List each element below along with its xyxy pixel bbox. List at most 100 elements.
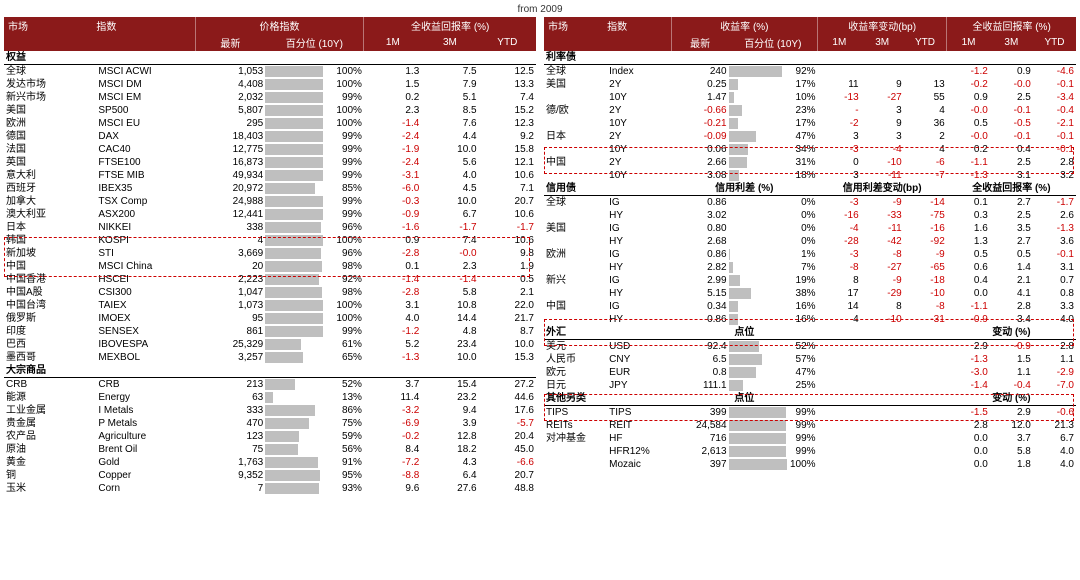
percentile-cell: 0%	[729, 209, 818, 222]
data-row: 原油Brent Oil7556%8.418.245.0	[4, 443, 536, 456]
cell: 10.6	[479, 208, 536, 221]
index: IG	[607, 274, 671, 287]
percentile-cell: 93%	[265, 482, 364, 495]
index: 2Y	[607, 78, 671, 91]
market	[544, 287, 607, 300]
market: 全球	[544, 196, 607, 210]
index: SP500	[96, 104, 195, 117]
data-row: 日元JPY111.125%-1.4-0.4-7.0	[544, 379, 1076, 392]
percentile-cell: 19%	[729, 274, 818, 287]
cell: 5.15	[671, 287, 728, 300]
data-row: 玉米Corn793%9.627.648.8	[4, 482, 536, 495]
percentile-cell: 52%	[729, 340, 818, 354]
cell: 338	[195, 221, 265, 234]
data-row: 意大利FTSE MIB49,93499%-3.14.010.6	[4, 169, 536, 182]
index: IG	[607, 248, 671, 261]
cell: -1.3	[947, 353, 990, 366]
left-column: 市场指数价格指数全收益回报率 (%)最新百分位 (10Y)1M3MYTD权益全球…	[4, 17, 536, 495]
cell: -7.0	[1033, 379, 1076, 392]
index: TAIEX	[96, 299, 195, 312]
data-row: HY3.020%-16-33-750.32.52.6	[544, 209, 1076, 222]
market: 铜	[4, 469, 96, 482]
data-row: 中国台湾TAIEX1,073100%3.110.822.0	[4, 299, 536, 312]
cell: -3.4	[1033, 91, 1076, 104]
cell: 2,032	[195, 91, 265, 104]
data-row: 西班牙IBEX3520,97285%-6.04.57.1	[4, 182, 536, 195]
th: 1M	[364, 34, 421, 51]
cell: 15.8	[479, 143, 536, 156]
data-row: 10Y3.0818%3-11-7-1.33.13.2	[544, 169, 1076, 182]
cell: 15.2	[479, 104, 536, 117]
cell: -3.1	[364, 169, 421, 182]
data-row: 日本NIKKEI33896%-1.6-1.7-1.7	[4, 221, 536, 234]
th: 3M	[861, 34, 904, 51]
index: NIKKEI	[96, 221, 195, 234]
index: HFR12%	[607, 445, 671, 458]
cell: -0.0	[990, 78, 1033, 91]
percentile-cell: 99%	[265, 91, 364, 104]
market: 加拿大	[4, 195, 96, 208]
index: EUR	[607, 366, 671, 379]
cell: -0.0	[421, 247, 478, 260]
cell: 1.6	[947, 222, 990, 235]
cell: -1.7	[479, 221, 536, 234]
cell: -6.9	[364, 417, 421, 430]
cell: 2.3	[421, 260, 478, 273]
group-header-row: 市场指数收益率 (%)收益率变动(bp)全收益回报率 (%)	[544, 17, 1076, 34]
index: 2Y	[607, 104, 671, 117]
cell: 55	[904, 91, 947, 104]
cell: -8	[861, 248, 904, 261]
index: MSCI ACWI	[96, 65, 195, 79]
th: 1M	[947, 34, 990, 51]
index: 10Y	[607, 169, 671, 182]
data-row: 全球MSCI ACWI1,053100%1.37.512.5	[4, 65, 536, 79]
cell: 5.2	[364, 338, 421, 351]
section-row: 其他另类点位变动 (%)	[544, 392, 1076, 406]
percentile-cell: 99%	[265, 195, 364, 208]
index: HY	[607, 261, 671, 274]
section-title: 大宗商品	[4, 364, 536, 378]
cell: 10.6	[479, 234, 536, 247]
data-row: 欧洲MSCI EU295100%-1.47.612.3	[4, 117, 536, 130]
cell: -9	[861, 196, 904, 210]
th: 全收益回报率 (%)	[947, 17, 1076, 34]
cell: 2.1	[479, 286, 536, 299]
cell: 0.2	[364, 91, 421, 104]
cell: 14	[818, 300, 861, 313]
index: 2Y	[607, 156, 671, 169]
data-row: 美国IG0.800%-4-11-161.63.5-1.3	[544, 222, 1076, 235]
data-row: 农产品Agriculture12359%-0.212.820.4	[4, 430, 536, 443]
cell: 716	[671, 432, 728, 445]
cell: 5.1	[421, 91, 478, 104]
cell	[818, 65, 861, 79]
percentile-cell: 99%	[265, 130, 364, 143]
cell: 3,257	[195, 351, 265, 364]
market: 欧元	[544, 366, 607, 379]
market: 意大利	[4, 169, 96, 182]
cell: -0.21	[671, 117, 728, 130]
th: 收益率 (%)	[671, 17, 817, 34]
data-row: 美国SP5005,807100%2.38.515.2	[4, 104, 536, 117]
cell	[904, 353, 947, 366]
cell: -65	[904, 261, 947, 274]
cell: -1.2	[947, 65, 990, 79]
percentile-cell: 85%	[265, 182, 364, 195]
cell: 9	[861, 117, 904, 130]
data-row: 铜Copper9,35295%-8.86.420.7	[4, 469, 536, 482]
data-row: 能源Energy6313%11.423.244.6	[4, 391, 536, 404]
cell	[818, 432, 861, 445]
cell: -8	[904, 300, 947, 313]
index: IG	[607, 196, 671, 210]
cell: 123	[195, 430, 265, 443]
cell: 7.6	[421, 117, 478, 130]
percentile-cell: 25%	[729, 379, 818, 392]
cell: 111.1	[671, 379, 728, 392]
cell	[818, 419, 861, 432]
data-row: 黄金Gold1,76391%-7.24.3-6.6	[4, 456, 536, 469]
cell: 4.4	[421, 130, 478, 143]
percentile-cell: 13%	[265, 391, 364, 404]
market: 新加坡	[4, 247, 96, 260]
market: 印度	[4, 325, 96, 338]
index: Index	[607, 65, 671, 79]
market	[544, 143, 607, 156]
